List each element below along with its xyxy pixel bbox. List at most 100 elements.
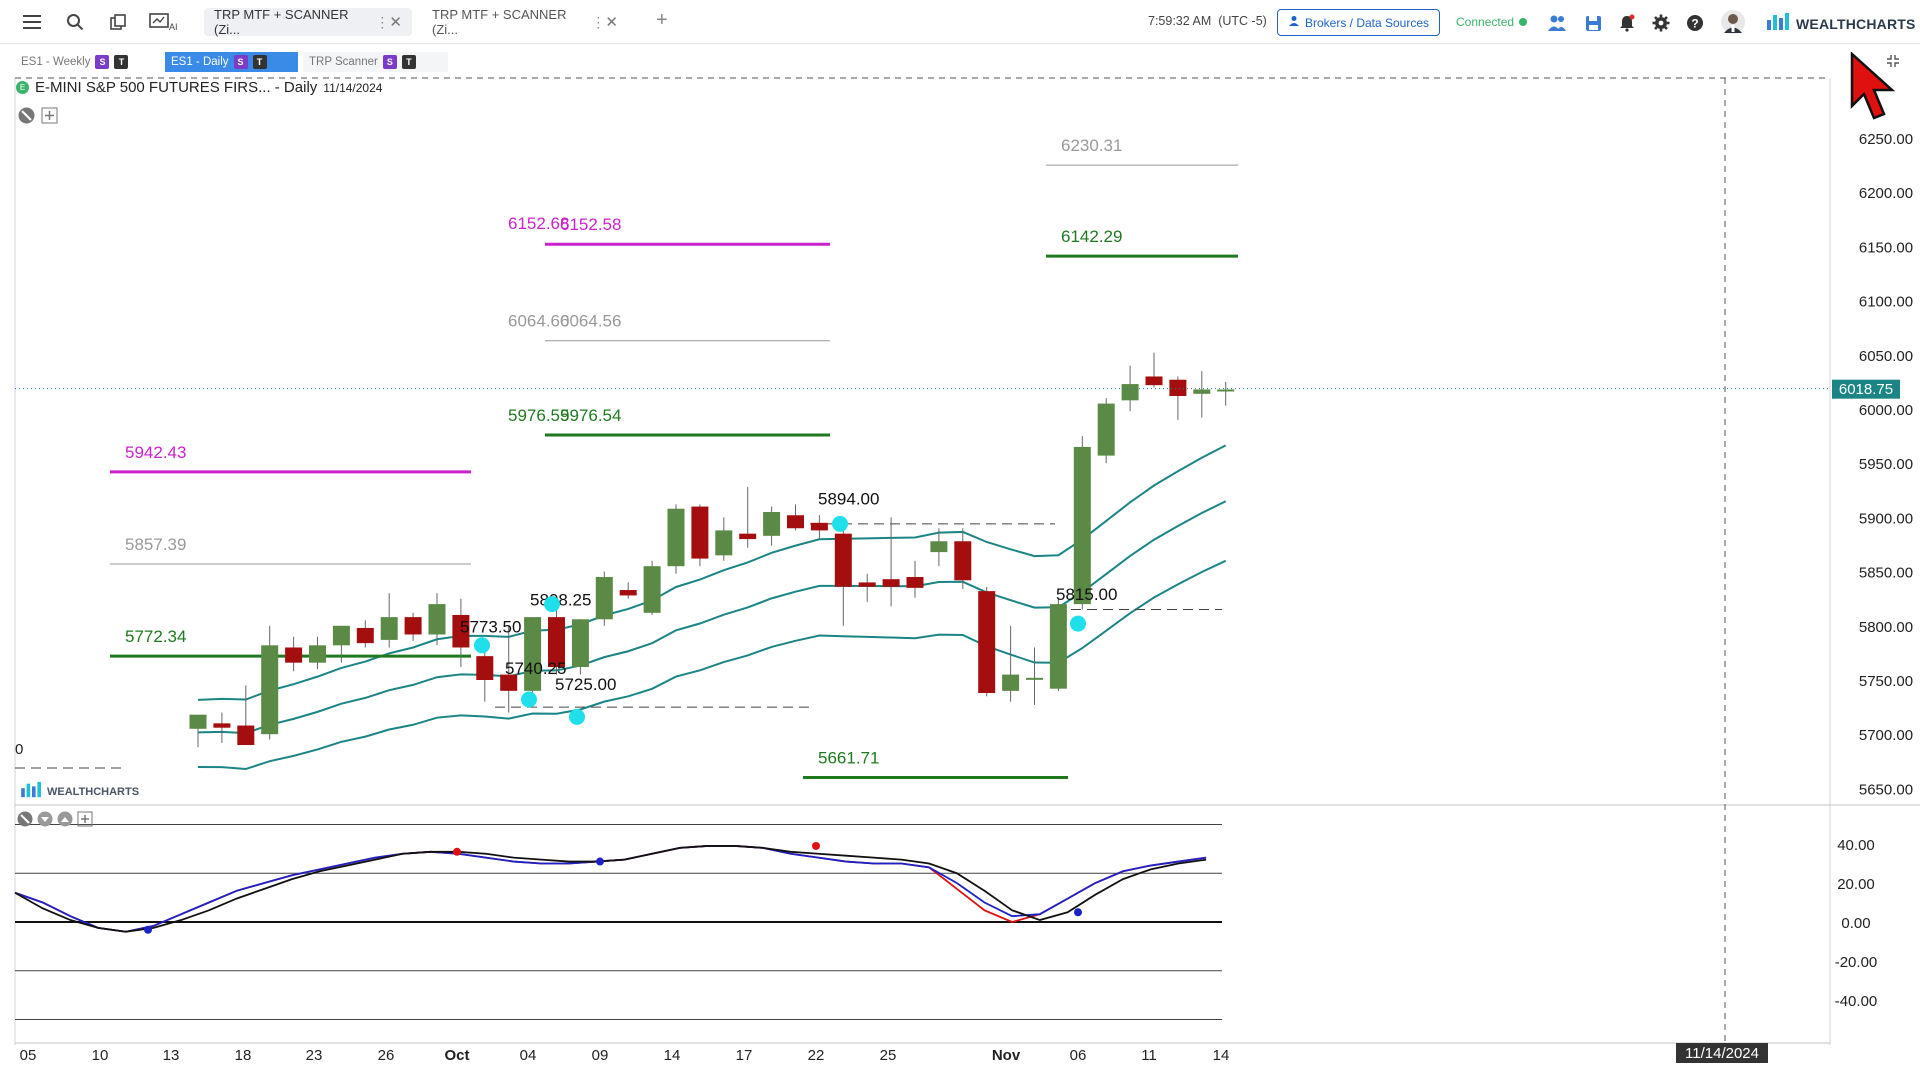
hamburger-icon[interactable] (20, 10, 44, 34)
swing-marker-dot (544, 596, 560, 613)
save-icon[interactable] (1582, 12, 1604, 34)
candle-body (1097, 403, 1115, 456)
candle-body (380, 617, 398, 640)
close-icon[interactable]: ✕ (605, 14, 618, 31)
swing-marker-dot (569, 708, 585, 725)
swing-label-5808.25: 5808.25 (530, 591, 591, 610)
search-icon[interactable] (63, 10, 87, 34)
price-tick-label: 6250.00 (1859, 131, 1913, 148)
user-plus-icon (1288, 15, 1300, 30)
candle-body (763, 511, 781, 536)
candle-body (691, 506, 709, 559)
move-down-icon[interactable] (37, 811, 53, 832)
level-label-5942.43: 5942.43 (125, 443, 186, 462)
layouts-icon[interactable] (106, 10, 130, 34)
t-badge[interactable]: T (401, 55, 416, 69)
price-tick-label: 5900.00 (1859, 510, 1913, 527)
left-edge-label: 0 (15, 741, 24, 758)
price-tick-label: 5850.00 (1859, 565, 1913, 582)
brand-name: WEALTHCHARTS (1796, 15, 1916, 32)
chart-frame (14, 77, 1920, 1045)
candle-body (930, 541, 948, 553)
time-tick-label: 09 (592, 1047, 609, 1064)
watermark-text: WEALTHCHARTS (47, 785, 140, 798)
time-tick-label: Nov (992, 1047, 1021, 1064)
osc-tick-label: 0.00 (1841, 915, 1870, 932)
swing-marker-dot (1070, 615, 1086, 632)
bell-icon[interactable] (1616, 12, 1638, 34)
level-label-5976.54: 5976.54 (560, 406, 621, 425)
gear-icon[interactable] (1650, 12, 1672, 34)
level-label-5857.39: 5857.39 (125, 535, 186, 554)
time-axis[interactable]: 05 10 13 18 23 26 Oct 04 09 14 17 22 25 Nov 06 11 14 11/1… (20, 1043, 1768, 1064)
time-tick-label: 17 (736, 1047, 753, 1064)
move-up-icon[interactable] (57, 811, 73, 832)
candle-body (285, 647, 303, 663)
price-tick-label: 6100.00 (1859, 294, 1913, 311)
s-badge[interactable]: S (95, 55, 110, 69)
price-tick-label: 5700.00 (1859, 727, 1913, 744)
osc-red-line (14, 845, 1207, 933)
tab-trp-scanner[interactable]: TRP Scanner S T (303, 52, 448, 72)
osc-tick-label: 40.00 (1837, 837, 1875, 854)
close-icon[interactable]: ✕ (389, 14, 402, 31)
level-label-6230.31: 6230.31 (1061, 136, 1122, 155)
brokers-button[interactable]: Brokers / Data Sources (1277, 9, 1440, 36)
crosshair-date-label: 11/14/2024 (1685, 1045, 1759, 1062)
tab-es1-daily[interactable]: ES1 - Daily S T (165, 52, 298, 72)
last-price-tag (1832, 379, 1900, 399)
price-axis[interactable]: 6250.00 6200.00 6150.00 6100.00 6050.00 6000.… (15, 131, 1913, 798)
time-tick-label: 13 (163, 1047, 180, 1064)
crosshair-date-tag (1676, 1043, 1768, 1063)
price-tick-label: 6200.00 (1859, 185, 1913, 202)
time-tick-label: 25 (880, 1047, 897, 1064)
status-dot-icon: E (16, 81, 29, 94)
candle-body (261, 645, 279, 735)
add-tab-icon[interactable]: + (656, 9, 668, 31)
candle-body (332, 625, 350, 646)
candle-body (213, 723, 231, 728)
t-badge[interactable]: T (252, 55, 267, 69)
t-badge[interactable]: T (114, 55, 129, 69)
price-tick-label: 5650.00 (1859, 781, 1913, 798)
osc-cross-dot (1074, 908, 1082, 917)
candle-body (667, 508, 685, 567)
tab-trp-mtf-scanner-1[interactable]: TRP MTF + SCANNER (Zi... ⋮ ✕ (204, 7, 412, 37)
tab-label: TRP Scanner (309, 56, 378, 68)
osc-black-line (14, 845, 1207, 933)
candle-body (882, 579, 900, 587)
more-vertical-icon[interactable]: ⋮ (375, 13, 390, 30)
tab-trp-mtf-scanner-2[interactable]: TRP MTF + SCANNER (Zi... ⋮ ✕ (422, 7, 628, 37)
candle-body (356, 627, 374, 644)
tab-es1-weekly[interactable]: ES1 - Weekly S T (15, 52, 160, 72)
avatar[interactable] (1720, 9, 1746, 35)
time-tick-label: Oct (444, 1047, 469, 1064)
swing-marker-dot (521, 691, 537, 708)
candle-body (452, 614, 470, 648)
more-vertical-icon[interactable]: ⋮ (591, 13, 606, 30)
price-tick-label: 6000.00 (1859, 402, 1913, 419)
s-badge[interactable]: S (382, 55, 397, 69)
mouse-cursor-icon (1848, 51, 1900, 129)
hide-icon[interactable] (17, 811, 33, 832)
time-tick-label: 04 (520, 1047, 537, 1064)
wealthcharts-logo-icon (20, 781, 44, 802)
chart-header: E E-MINI S&P 500 FUTURES FIRS... - Daily… (16, 79, 382, 96)
price-tick-label: 6150.00 (1859, 239, 1913, 256)
ai-chart-icon[interactable]: AI (148, 10, 182, 34)
candle-body (1002, 674, 1020, 691)
add-indicator-icon[interactable] (41, 107, 58, 129)
hide-indicators-icon[interactable] (18, 107, 35, 129)
candle-body (906, 577, 924, 588)
help-icon[interactable]: ? (1684, 12, 1706, 34)
swing-label-5894.00: 5894.00 (818, 490, 879, 509)
time-text: 7:59:32 AM (1148, 14, 1212, 28)
maximize-icon[interactable] (1886, 54, 1902, 70)
s-badge[interactable]: S (233, 55, 248, 69)
add-indicator-icon[interactable] (77, 811, 93, 832)
users-icon[interactable] (1546, 12, 1568, 34)
time-tick-label: 18 (235, 1047, 252, 1064)
clock: 7:59:32 AM (UTC -5) (1148, 14, 1267, 28)
price-tick-label: 5950.00 (1859, 456, 1913, 473)
